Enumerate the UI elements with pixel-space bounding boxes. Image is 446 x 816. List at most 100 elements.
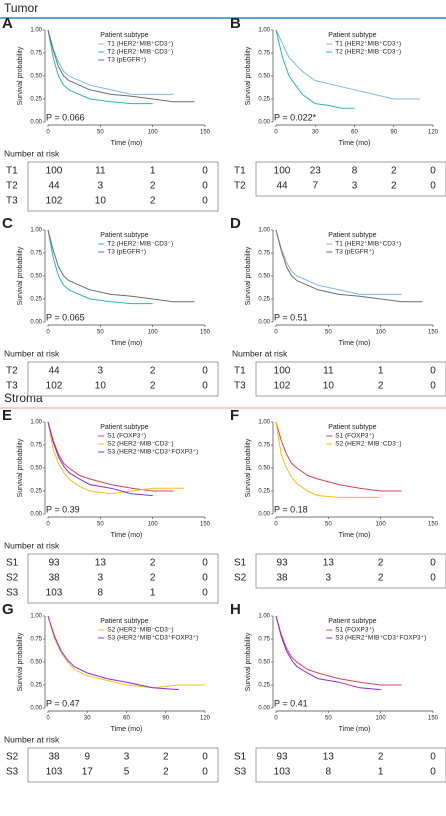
y-axis-title: Survival probability	[17, 46, 24, 105]
risk-value: 0	[202, 181, 208, 192]
p-value: P = 0.066	[46, 112, 85, 122]
risk-value: 0	[202, 558, 208, 569]
panel-label: D	[230, 215, 241, 232]
risk-value: 102	[46, 381, 63, 392]
x-axis-title: Time (mo)	[111, 140, 143, 147]
risk-value: 0	[202, 588, 208, 599]
survival-curve	[47, 615, 179, 691]
survival-curve	[47, 421, 153, 497]
x-tick-label: 0	[274, 716, 278, 722]
risk-value: 2	[163, 767, 169, 778]
y-tick-label: 0.25	[30, 297, 42, 303]
legend-label: T3 (pEGFR⁺)	[335, 249, 374, 256]
x-tick-label: 60	[351, 130, 358, 136]
p-value: P = 0.41	[274, 698, 308, 708]
section-title: Stroma	[4, 391, 43, 405]
risk-value: 5	[124, 767, 130, 778]
y-tick-label: 1.00	[258, 420, 270, 426]
legend-title: Patient subtype	[100, 32, 148, 39]
survival-curve	[47, 29, 195, 103]
x-tick-label: 100	[376, 330, 387, 336]
x-tick-label: 50	[325, 716, 332, 722]
risk-title: Number at risk	[4, 348, 60, 358]
risk-value: 23	[310, 166, 322, 177]
x-tick-label: 150	[428, 330, 439, 336]
risk-box	[27, 161, 219, 212]
x-tick-label: 0	[46, 522, 50, 528]
x-axis-title: Time (mo)	[111, 532, 143, 539]
y-axis-title: Survival probability	[245, 246, 252, 305]
x-tick-label: 150	[428, 522, 439, 528]
risk-row-label: S2	[6, 573, 19, 584]
y-tick-label: 1.00	[258, 228, 270, 234]
risk-value: 102	[46, 196, 63, 207]
y-tick-label: 0.50	[30, 74, 42, 80]
y-tick-label: 0.50	[258, 466, 270, 472]
risk-row-label: T3	[6, 196, 18, 207]
risk-value: 2	[150, 558, 156, 569]
y-tick-label: 0.75	[30, 637, 42, 643]
survival-curve	[47, 229, 153, 305]
panel-label: G	[2, 601, 14, 618]
risk-value: 1	[150, 166, 156, 177]
y-tick-label: 0.00	[30, 320, 42, 326]
y-tick-label: 0.25	[30, 97, 42, 103]
p-value: P = 0.065	[46, 312, 85, 322]
risk-value: 13	[323, 752, 335, 763]
risk-row-label: S2	[234, 573, 247, 584]
risk-value: 0	[430, 752, 436, 763]
panel-label: A	[2, 15, 13, 32]
y-tick-label: 0.50	[258, 74, 270, 80]
survival-curve	[275, 229, 423, 303]
risk-value: 0	[430, 381, 436, 392]
risk-value: 10	[95, 381, 107, 392]
y-tick-label: 0.00	[258, 320, 270, 326]
x-axis-title: Time (mo)	[339, 726, 371, 733]
legend-label: S3 (HER2⁺MIB⁺CD3⁺FOXP3⁺)	[107, 635, 198, 642]
survival-curve	[275, 615, 381, 691]
p-value: P = 0.18	[274, 504, 308, 514]
risk-value: 3	[98, 366, 104, 377]
x-tick-label: 0	[274, 522, 278, 528]
risk-value: 0	[202, 752, 208, 763]
legend-label: S3 (HER2⁺MIB⁺CD3⁺FOXP3⁺)	[107, 449, 198, 456]
legend-title: Patient subtype	[100, 232, 148, 239]
y-tick-label: 1.00	[30, 614, 42, 620]
risk-value: 2	[378, 558, 384, 569]
legend-title: Patient subtype	[328, 32, 376, 39]
x-tick-label: 0	[274, 130, 278, 136]
risk-value: 100	[274, 166, 291, 177]
y-tick-label: 1.00	[258, 614, 270, 620]
y-axis-title: Survival probability	[17, 632, 24, 691]
risk-value: 2	[163, 752, 169, 763]
legend-title: Patient subtype	[100, 618, 148, 625]
risk-title: Number at risk	[4, 148, 60, 158]
risk-value: 0	[430, 558, 436, 569]
risk-value: 2	[150, 573, 156, 584]
risk-value: 2	[378, 573, 384, 584]
survival-curve	[275, 29, 355, 109]
legend-label: T3 (pEGFR⁺)	[107, 249, 146, 256]
legend-label: S2 (HER2⁻MIB⁻CD3⁻)	[335, 441, 401, 448]
y-tick-label: 0.50	[258, 660, 270, 666]
survival-curve	[47, 421, 185, 495]
risk-title: Number at risk	[4, 734, 60, 744]
risk-value: 1	[378, 366, 384, 377]
y-tick-label: 0.00	[258, 512, 270, 518]
x-tick-label: 100	[376, 522, 387, 528]
risk-value: 44	[48, 366, 60, 377]
risk-value: 3	[326, 573, 332, 584]
risk-value: 2	[150, 381, 156, 392]
y-tick-label: 0.25	[258, 489, 270, 495]
x-tick-label: 150	[200, 522, 211, 528]
survival-curve	[47, 29, 174, 95]
risk-row-label: S3	[234, 767, 247, 778]
y-tick-label: 0.75	[258, 637, 270, 643]
risk-value: 44	[276, 181, 288, 192]
y-tick-label: 1.00	[30, 28, 42, 34]
y-tick-label: 1.00	[30, 420, 42, 426]
risk-value: 3	[352, 181, 358, 192]
legend-label: T1 (HER2⁺MIB⁺CD3⁺)	[335, 241, 401, 248]
risk-row-label: T2	[6, 366, 18, 377]
